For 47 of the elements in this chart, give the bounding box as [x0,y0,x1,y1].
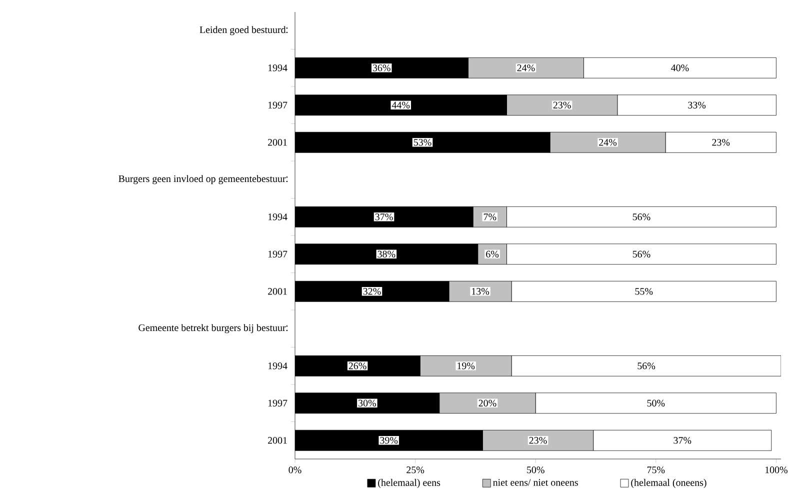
data-label: 23% [712,139,730,146]
data-label: 36% [372,64,390,72]
data-label: 20% [478,400,496,406]
data-label: 23% [553,102,571,108]
legend-label: (helemaal) eens [378,478,440,488]
y-tick-label: Burgers geen invloed op gemeentebestuur [118,175,286,184]
y-tick-label: 1994 [268,362,288,370]
y-tick-label: 1994 [268,214,288,220]
data-label: 32% [363,288,381,295]
y-tick-label: 1997 [268,250,288,258]
data-label: 26% [348,362,366,370]
x-tick-label: 50% [527,466,544,474]
data-label: 40% [671,64,689,72]
x-tick-label: 25% [406,466,424,474]
y-tick-label: 1994 [268,64,288,72]
legend-label: niet eens/ niet oneens [493,479,578,486]
data-label: 13% [472,288,490,295]
data-label: 39% [380,437,398,444]
y-tick-label: Gemeente betrekt burgers bij bestuur [138,324,286,334]
legend-label: (helemaal (oneens) [631,478,706,488]
data-label: 37% [674,437,692,444]
data-label: 7% [484,214,496,220]
data-label: 24% [517,64,535,72]
x-tick-label: 0% [288,466,302,474]
y-tick-label: 1997 [268,400,288,406]
data-label: 38% [378,250,396,258]
data-label: 44% [392,102,410,108]
data-label: 23% [529,437,547,444]
data-label: 56% [638,362,656,370]
y-tick-label: 1997 [268,102,288,108]
data-label: 24% [599,139,617,146]
data-label: 19% [458,362,475,370]
x-tick-label: 100% [765,466,788,474]
data-label: 30% [358,400,376,406]
data-label: 33% [688,102,706,108]
y-tick-label: 2001 [268,139,287,146]
data-label: 56% [632,214,650,220]
data-label: 50% [647,400,665,406]
y-tick-label: 2001 [268,288,287,295]
data-label: 53% [414,139,432,146]
data-label: 37% [375,214,393,220]
x-tick-label: 75% [647,466,665,474]
data-label: 55% [635,288,653,295]
y-tick-label: Leiden goed bestuurd [200,26,286,36]
data-label: 56% [632,250,650,258]
data-label: 6% [486,250,499,258]
y-tick-label: 2001 [268,437,287,444]
